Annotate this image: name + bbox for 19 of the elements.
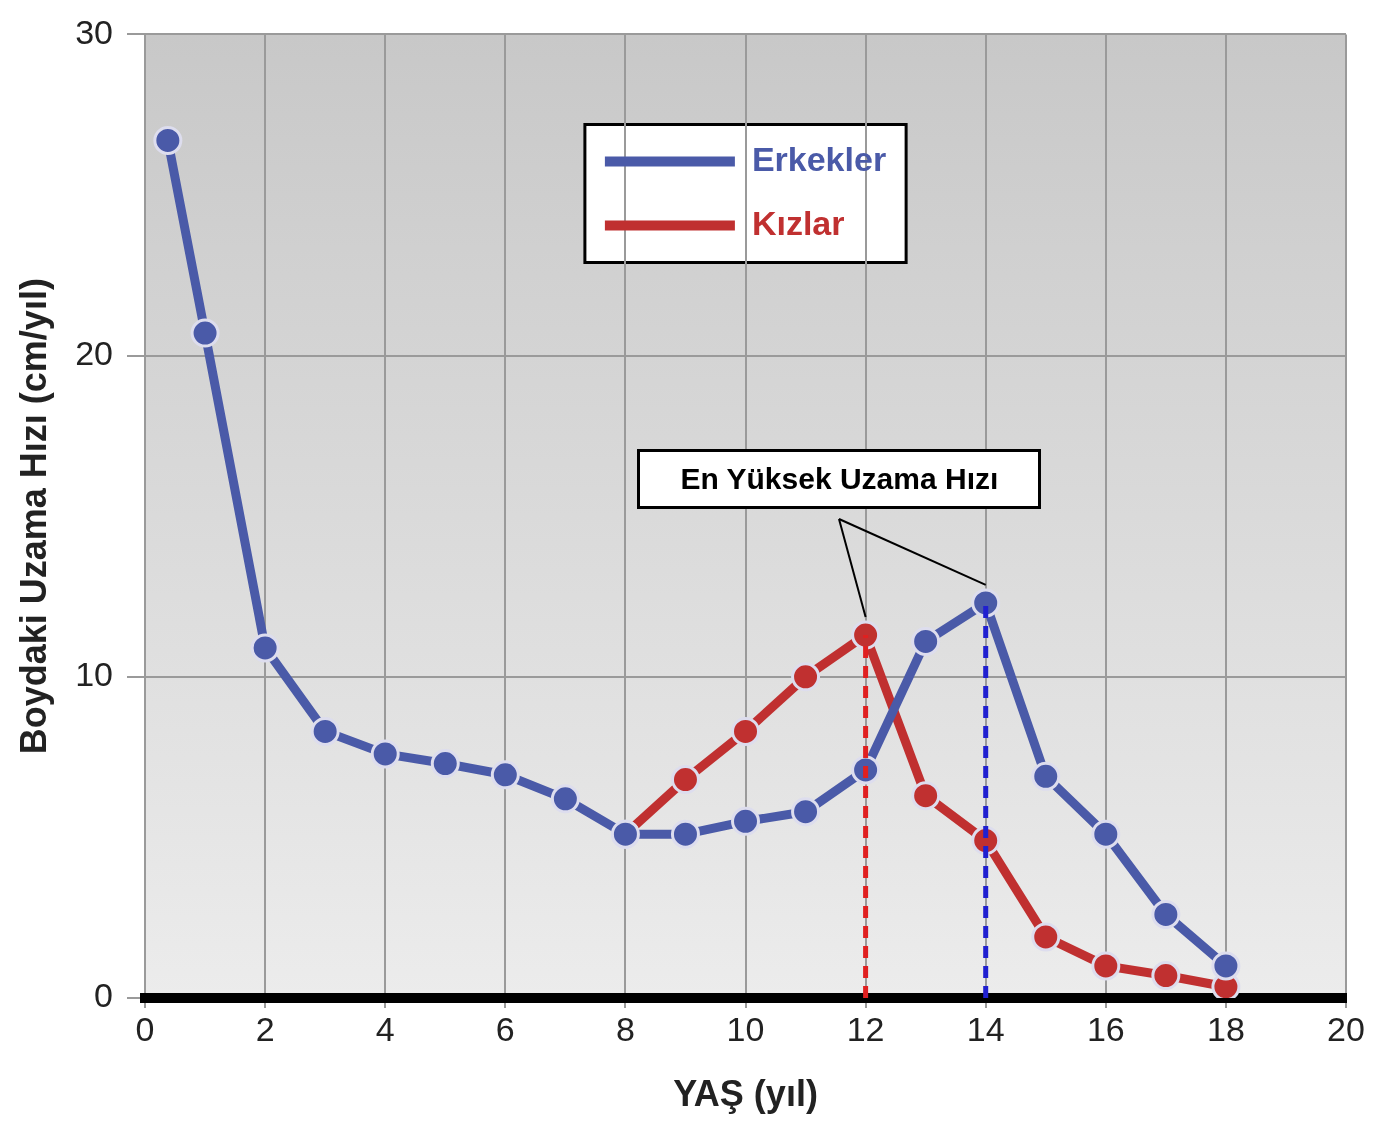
x-tick-label: 14 (966, 1009, 1005, 1048)
x-axis-title: YAŞ (yıl) (673, 1073, 818, 1115)
x-tick-label: 18 (1206, 1009, 1245, 1048)
x-tick-label: 0 (135, 1009, 155, 1048)
y-tick-label: 0 (94, 976, 114, 1015)
annotation: En Yüksek Uzama Hızı (637, 448, 1042, 509)
x-tick-label: 4 (375, 1009, 395, 1048)
x-tick-label: 12 (846, 1009, 885, 1048)
x-tick-label: 16 (1086, 1009, 1125, 1048)
legend-label: Kızlar (751, 203, 845, 242)
y-tick-label: 30 (75, 12, 114, 51)
x-tick-label: 20 (1327, 1009, 1365, 1048)
x-tick-label: 6 (495, 1009, 515, 1048)
x-tick-label: 10 (726, 1009, 765, 1048)
x-tick-label: 8 (615, 1009, 635, 1048)
y-tick-label: 10 (75, 655, 114, 694)
x-tick-label: 2 (255, 1009, 275, 1048)
y-axis-title: Boydaki Uzama Hızı (cm/yıl) (12, 278, 54, 755)
y-tick-label: 20 (75, 333, 114, 372)
